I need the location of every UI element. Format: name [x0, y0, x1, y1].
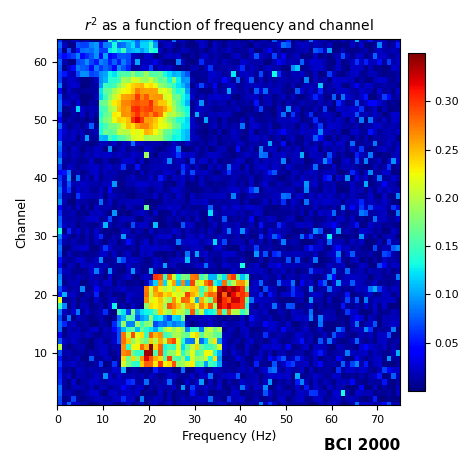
Text: BCI 2000: BCI 2000	[324, 438, 401, 453]
X-axis label: Frequency (Hz): Frequency (Hz)	[182, 430, 276, 443]
Title: $r^2$ as a function of frequency and channel: $r^2$ as a function of frequency and cha…	[84, 15, 374, 36]
Y-axis label: Channel: Channel	[15, 196, 28, 248]
